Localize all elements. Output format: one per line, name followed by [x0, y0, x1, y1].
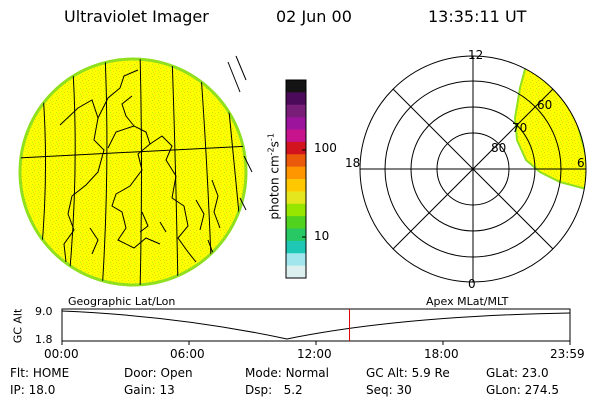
- colorbar-tick-10: 10: [314, 229, 330, 243]
- altitude-timeline: [61, 308, 571, 345]
- timeline-left-label: Geographic Lat/Lon: [68, 295, 176, 308]
- status-glon: GLon: 274.5: [486, 383, 559, 397]
- color-scale-bar: [285, 79, 307, 279]
- latitude-line: [20, 145, 246, 159]
- colorbar-segment: [286, 80, 306, 93]
- status-flight: Flt: HOME: [10, 366, 70, 380]
- colorbar-segment: [286, 166, 306, 180]
- status-gc-alt: GC Alt: 5.9 Re: [366, 366, 450, 380]
- polar-lat-70: 70: [512, 121, 528, 135]
- colorbar-segment: [286, 141, 306, 155]
- colorbar-segment: [286, 191, 306, 205]
- colorbar-segment: [286, 92, 306, 106]
- time-tick-2359: 23:59: [550, 347, 585, 361]
- geographic-image: [18, 55, 253, 287]
- time-tick-0600: 06:00: [170, 347, 205, 361]
- coastline: [59, 69, 221, 263]
- colorbar-tick-100: 100: [314, 141, 337, 155]
- status-ip: IP: 18.0: [10, 383, 56, 397]
- timeline-y-axis-label: GC Alt: [11, 308, 25, 344]
- polar-lat-60: 60: [537, 98, 553, 112]
- polar-label-6: 6: [577, 156, 585, 170]
- timeline-right-label: Apex MLat/MLT: [426, 295, 509, 308]
- colorbar-segment: [286, 253, 306, 267]
- time-tick-0000: 00:00: [44, 347, 79, 361]
- altitude-curve: [61, 310, 571, 340]
- timeline-y-top: 9.0: [35, 305, 53, 318]
- colorbar-segment: [286, 154, 306, 168]
- status-dsp: Dsp: 5.2: [245, 383, 303, 397]
- time-tick-1800: 18:00: [424, 347, 459, 361]
- date-label: 02 Jun 00: [276, 7, 352, 26]
- status-seq: Seq: 30: [366, 383, 412, 397]
- colorbar-segment: [286, 203, 306, 217]
- geo-frame-ticks: [227, 55, 253, 211]
- polar-plot: [359, 55, 587, 283]
- time-tick-1200: 12:00: [297, 347, 332, 361]
- time-label: 13:35:11 UT: [428, 7, 527, 26]
- colorbar-segment: [286, 104, 306, 118]
- timeline-y-bottom: 1.8: [35, 333, 53, 346]
- colorbar-segment: [286, 228, 306, 242]
- colorbar-segment: [286, 117, 306, 131]
- polar-label-12: 12: [468, 48, 484, 62]
- colorbar-segment: [286, 129, 306, 143]
- status-mode: Mode: Normal: [245, 366, 329, 380]
- polar-lat-80: 80: [491, 141, 507, 155]
- colorbar-frame: [285, 79, 307, 279]
- colorbar-segment: [286, 216, 306, 230]
- status-door: Door: Open: [124, 366, 193, 380]
- colorbar-unit-label: photon cm-2s-1: [266, 133, 282, 220]
- instrument-title: Ultraviolet Imager: [64, 7, 209, 26]
- colorbar-segment: [286, 265, 306, 279]
- colorbar-segment: [286, 179, 306, 192]
- status-gain: Gain: 13: [124, 383, 175, 397]
- colorbar-segment: [286, 240, 306, 254]
- status-glat: GLat: 23.0: [486, 366, 549, 380]
- polar-label-0: 0: [468, 277, 476, 291]
- polar-label-18: 18: [345, 156, 361, 170]
